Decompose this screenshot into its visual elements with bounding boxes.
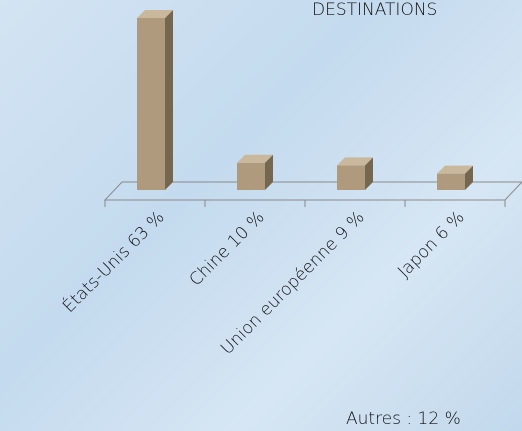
annotation: Autres : 12 % bbox=[346, 409, 461, 429]
x-tick-label: Chine 10 % bbox=[186, 207, 269, 290]
x-tick-label: États-Unis 63 % bbox=[58, 206, 169, 317]
bar bbox=[337, 157, 373, 190]
bar bbox=[437, 165, 473, 190]
x-tick-label: Japon 6 % bbox=[394, 207, 468, 281]
bar-face bbox=[365, 157, 373, 190]
bar-face bbox=[265, 154, 273, 190]
bar-face bbox=[465, 165, 473, 190]
bar-face bbox=[437, 165, 473, 174]
bar bbox=[137, 10, 173, 190]
bar-face bbox=[337, 157, 373, 166]
chart-title: DESTINATIONS bbox=[312, 0, 437, 20]
bar-face bbox=[337, 165, 365, 190]
bar-face bbox=[237, 154, 273, 163]
bar-face bbox=[137, 10, 173, 18]
bar-face bbox=[437, 173, 465, 190]
bar bbox=[237, 154, 273, 190]
floor bbox=[103, 181, 522, 201]
bar-face bbox=[165, 10, 173, 190]
bar-face bbox=[237, 162, 265, 190]
bar-face bbox=[137, 18, 165, 190]
